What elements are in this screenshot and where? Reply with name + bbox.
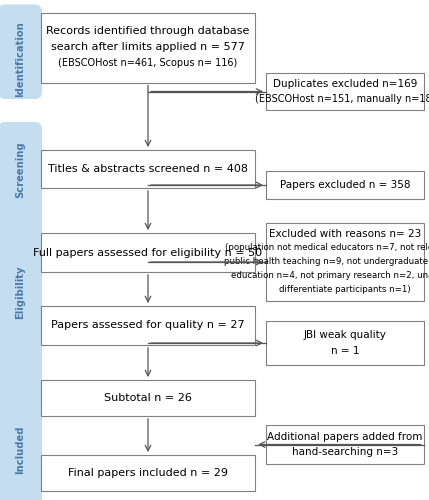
Bar bbox=[41, 380, 255, 416]
Text: Eligibility: Eligibility bbox=[15, 266, 25, 320]
FancyBboxPatch shape bbox=[0, 372, 42, 500]
Text: (EBSCOHost n=461, Scopus n= 116): (EBSCOHost n=461, Scopus n= 116) bbox=[58, 58, 238, 68]
Text: Full papers assessed for eligibility n = 50: Full papers assessed for eligibility n =… bbox=[33, 248, 263, 258]
Bar bbox=[266, 321, 424, 365]
Text: Titles & abstracts screened n = 408: Titles & abstracts screened n = 408 bbox=[48, 164, 248, 174]
Text: education n=4, not primary research n=2, unable to: education n=4, not primary research n=2,… bbox=[231, 272, 429, 280]
Text: Additional papers added from: Additional papers added from bbox=[267, 432, 423, 442]
Text: Screening: Screening bbox=[15, 142, 25, 199]
Text: Duplicates excluded n=169: Duplicates excluded n=169 bbox=[273, 79, 417, 89]
Bar bbox=[41, 306, 255, 345]
FancyBboxPatch shape bbox=[0, 200, 42, 385]
Text: Final papers included n = 29: Final papers included n = 29 bbox=[68, 468, 228, 478]
Bar bbox=[41, 12, 255, 82]
Bar bbox=[266, 223, 424, 301]
Bar bbox=[266, 73, 424, 110]
Bar bbox=[41, 233, 255, 272]
Text: Included: Included bbox=[15, 426, 25, 474]
Bar bbox=[41, 150, 255, 188]
Text: (population not medical educators n=7, not relevant to: (population not medical educators n=7, n… bbox=[226, 244, 429, 252]
Text: public health teaching n=9, not undergraduate medical: public health teaching n=9, not undergra… bbox=[224, 258, 429, 266]
Text: Papers excluded n = 358: Papers excluded n = 358 bbox=[280, 180, 410, 190]
Text: differentiate participants n=1): differentiate participants n=1) bbox=[279, 286, 411, 294]
Bar bbox=[41, 455, 255, 491]
Text: Papers assessed for quality n = 27: Papers assessed for quality n = 27 bbox=[51, 320, 245, 330]
Text: hand-searching n=3: hand-searching n=3 bbox=[292, 447, 398, 457]
Bar bbox=[266, 425, 424, 464]
FancyBboxPatch shape bbox=[0, 122, 42, 210]
Bar bbox=[266, 171, 424, 199]
Text: Subtotal n = 26: Subtotal n = 26 bbox=[104, 393, 192, 403]
FancyBboxPatch shape bbox=[0, 5, 42, 98]
Text: (EBSCOHost n=151, manually n=18): (EBSCOHost n=151, manually n=18) bbox=[255, 94, 429, 104]
Text: search after limits applied n = 577: search after limits applied n = 577 bbox=[51, 42, 245, 52]
Text: Excluded with reasons n= 23: Excluded with reasons n= 23 bbox=[269, 229, 421, 239]
Text: JBI weak quality: JBI weak quality bbox=[303, 330, 387, 340]
Text: Identification: Identification bbox=[15, 21, 25, 97]
Text: n = 1: n = 1 bbox=[331, 346, 359, 356]
Text: Records identified through database: Records identified through database bbox=[46, 26, 250, 36]
